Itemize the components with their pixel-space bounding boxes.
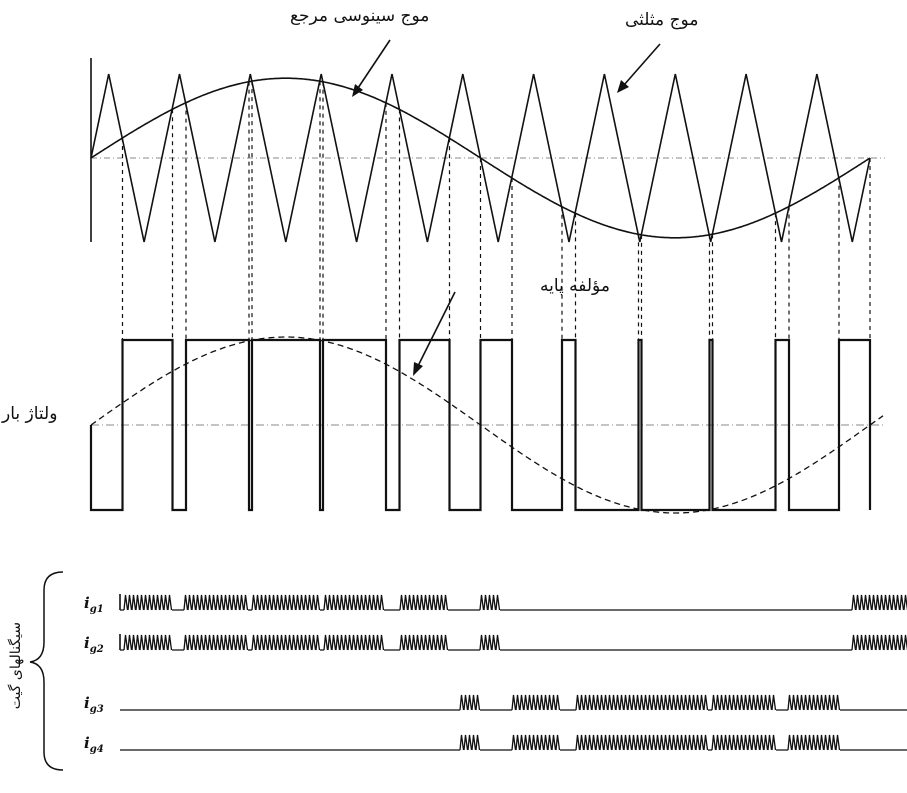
switching-projection-lines — [121, 81, 871, 340]
gate-label-3: ig3 — [84, 694, 104, 715]
load-voltage-label: ولتاژ بار — [2, 404, 58, 424]
gate-label-2: ig2 — [84, 634, 104, 655]
sine-label-arrowhead — [352, 84, 363, 97]
gate-pulse-train — [120, 694, 907, 711]
gate-pulse-train — [120, 734, 907, 751]
triangle-label-arrow — [623, 43, 661, 86]
fundamental-component-label: مؤلفه پایه — [540, 276, 610, 296]
gate-label-4: ig4 — [84, 734, 104, 755]
gate-signals-brace — [29, 571, 64, 771]
gate-pulse-train — [120, 594, 907, 611]
sine-reference-label: موج سینوسی مرجع — [290, 6, 430, 26]
load-voltage-panel — [89, 291, 885, 514]
gate-signals-label: سیگنالهای گیت — [8, 622, 24, 710]
fundamental-label-arrow — [417, 291, 456, 367]
triangle-wave-label: موج مثلثی — [625, 10, 699, 30]
gate-signal-row — [120, 734, 907, 751]
gate-signal-row — [120, 694, 907, 711]
gate-signal-row — [119, 594, 907, 611]
carrier-reference-panel — [90, 39, 885, 243]
fundamental-label-arrowhead — [413, 362, 423, 376]
gate-signals-panel — [119, 594, 907, 751]
triangle-label-arrowhead — [617, 80, 629, 93]
gate-pulse-train — [120, 634, 907, 651]
fundamental-component-wave — [90, 336, 884, 514]
gate-label-1: ig1 — [84, 594, 104, 615]
sine-label-arrow — [357, 39, 391, 89]
gate-signal-row — [119, 634, 907, 651]
